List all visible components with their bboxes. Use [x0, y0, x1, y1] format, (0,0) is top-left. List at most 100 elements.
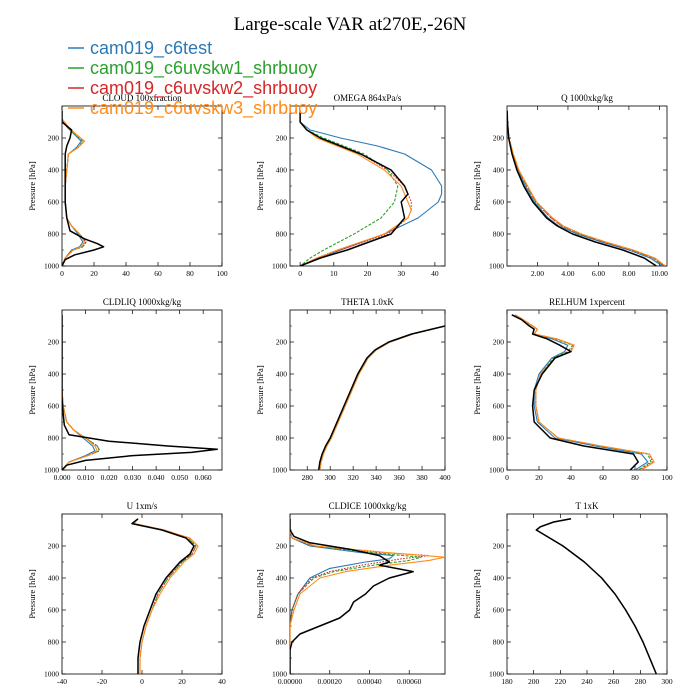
x-tick-label: 0.050 — [171, 473, 188, 482]
x-tick-label: 380 — [416, 473, 428, 482]
series-line-black — [131, 518, 195, 674]
y-tick-label: 200 — [276, 134, 288, 143]
x-tick-label: 4.00 — [561, 269, 574, 278]
y-axis-label: Pressure [hPa] — [472, 161, 482, 211]
figure-title: Large-scale VAR at270E,-26N — [234, 14, 467, 35]
x-tick-label: 280 — [635, 677, 647, 686]
x-tick-label: 0 — [298, 269, 302, 278]
series-line-uvskw1 — [535, 518, 657, 674]
panel-title: THETA 1.0xK — [341, 297, 394, 307]
y-tick-label: 200 — [48, 134, 60, 143]
x-tick-label: 0.000 — [54, 473, 71, 482]
series-group — [507, 110, 666, 266]
y-tick-label: 400 — [48, 370, 60, 379]
panel-4: CLDLIQ 1000xkg/kg Pressure [hPa] 200 400 600… — [27, 297, 223, 482]
y-tick-label: 400 — [493, 370, 505, 379]
x-tick-label: 8.00 — [622, 269, 635, 278]
y-tick-label: 200 — [48, 542, 60, 551]
x-tick-label: 280 — [302, 473, 314, 482]
plot-frame — [506, 513, 668, 675]
x-tick-label: 220 — [555, 677, 567, 686]
x-tick-label: 40 — [567, 473, 575, 482]
x-tick-label: 0.030 — [124, 473, 141, 482]
x-tick-label: 320 — [348, 473, 360, 482]
legend-entry: cam019_c6test — [90, 38, 212, 59]
x-tick-label: 0 — [140, 677, 144, 686]
x-tick-label: 20 — [178, 677, 186, 686]
x-tick-label: 0 — [60, 269, 64, 278]
y-axis-label: Pressure [hPa] — [255, 161, 265, 211]
x-tick-label: 20 — [535, 473, 543, 482]
y-axis-label: Pressure [hPa] — [472, 569, 482, 619]
y-tick-label: 600 — [48, 402, 60, 411]
series-line-uvskw1 — [62, 110, 87, 266]
x-tick-label: 40 — [122, 269, 130, 278]
x-tick-label: 300 — [661, 677, 673, 686]
y-tick-label: 600 — [276, 198, 288, 207]
series-line-uvskw2 — [62, 314, 101, 470]
series-line-uvskw3 — [507, 110, 666, 266]
x-tick-label: 400 — [439, 473, 451, 482]
series-line-black — [299, 110, 409, 266]
panel-title: CLOUD 100xfraction — [102, 93, 182, 103]
x-tick-label: 6.00 — [592, 269, 605, 278]
x-tick-label: 340 — [370, 473, 382, 482]
y-tick-label: 800 — [493, 230, 505, 239]
x-tick-label: 0.00040 — [357, 677, 382, 686]
y-axis-label: Pressure [hPa] — [472, 365, 482, 415]
y-tick-label: 400 — [276, 166, 288, 175]
series-line-uvskw2 — [290, 518, 430, 674]
y-tick-label: 600 — [276, 606, 288, 615]
y-tick-label: 600 — [276, 402, 288, 411]
plot-frame — [289, 309, 446, 471]
panel-1: CLOUD 100xfraction Pressure [hPa] 200 40 0 60… — [27, 93, 228, 278]
x-tick-label: 240 — [581, 677, 593, 686]
y-tick-label: 1000 — [44, 670, 59, 679]
series-line-c6test — [62, 314, 96, 470]
y-axis-label: Pressure [hPa] — [27, 161, 37, 211]
panel-title: CLDLIQ 1000xkg/kg — [103, 297, 182, 307]
y-tick-label: 200 — [493, 134, 505, 143]
x-tick-label: 360 — [393, 473, 405, 482]
series-line-uvskw1 — [319, 325, 445, 470]
y-tick-label: 600 — [493, 198, 505, 207]
x-tick-label: 100 — [216, 269, 228, 278]
y-tick-label: 200 — [493, 542, 505, 551]
y-tick-label: 800 — [48, 638, 60, 647]
panel-title: OMEGA 864xPa/s — [334, 93, 402, 103]
series-line-uvskw2 — [319, 325, 445, 470]
series-line-uvskw2 — [535, 518, 657, 674]
y-tick-label: 1000 — [489, 670, 504, 679]
y-tick-label: 400 — [493, 574, 505, 583]
y-tick-label: 800 — [48, 434, 60, 443]
x-tick-label: 40 — [218, 677, 226, 686]
y-tick-label: 800 — [276, 638, 288, 647]
y-tick-label: 200 — [276, 542, 288, 551]
panel-8: CLDICE 1000xkg/kg Pressure [hPa] 200 400 600… — [255, 501, 446, 686]
x-tick-label: 200 — [528, 677, 540, 686]
series-line-uvskw3 — [290, 518, 445, 674]
series-line-c6test — [514, 314, 649, 470]
series-line-uvskw3 — [535, 518, 657, 674]
panel-title: T 1xK — [575, 501, 599, 511]
y-axis-label: Pressure [hPa] — [255, 365, 265, 415]
series-group — [317, 325, 445, 470]
x-tick-label: 0.040 — [148, 473, 165, 482]
y-tick-label: 1000 — [272, 466, 287, 475]
x-tick-label: 180 — [501, 677, 513, 686]
series-line-black — [290, 518, 414, 674]
y-tick-label: 400 — [276, 370, 288, 379]
series-line-uvskw3 — [319, 325, 445, 470]
series-line-uvskw3 — [133, 518, 199, 674]
series-group — [511, 314, 655, 470]
y-tick-label: 800 — [493, 434, 505, 443]
series-group — [62, 110, 105, 266]
x-tick-label: 0 — [505, 473, 509, 482]
series-line-black — [535, 518, 658, 674]
y-tick-label: 600 — [48, 198, 60, 207]
y-tick-label: 1000 — [272, 262, 287, 271]
